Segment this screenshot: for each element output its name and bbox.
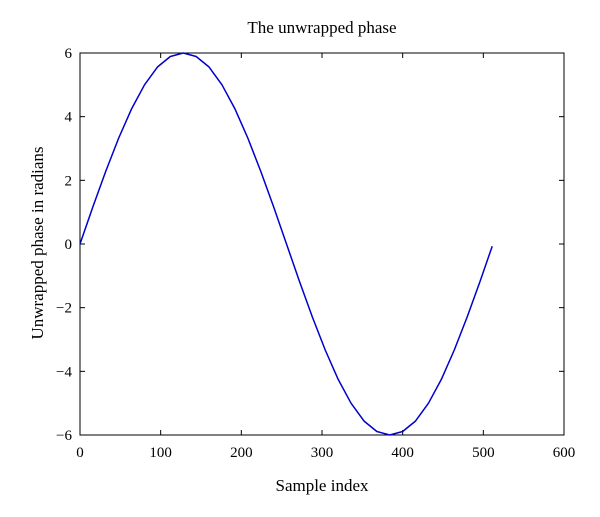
plot-frame xyxy=(79,52,565,436)
y-tick-label: 0 xyxy=(65,237,73,253)
chart-title: The unwrapped phase xyxy=(247,18,397,37)
y-tick-label: 4 xyxy=(65,110,73,126)
x-tick-label: 500 xyxy=(472,445,495,461)
x-tick-label: 400 xyxy=(391,445,414,461)
series-line xyxy=(79,52,493,436)
y-tick-label: −2 xyxy=(56,301,72,317)
x-tick-label: 300 xyxy=(311,445,334,461)
y-tick-label: −4 xyxy=(56,364,72,380)
x-tick-label: 600 xyxy=(553,445,576,461)
x-tick-label: 0 xyxy=(76,445,84,461)
x-tick-label: 200 xyxy=(230,445,253,461)
y-tick-label: −6 xyxy=(56,428,72,444)
y-tick-label: 2 xyxy=(65,173,73,189)
y-tick-label: 6 xyxy=(65,46,73,62)
x-axis-label: Sample index xyxy=(275,476,369,495)
x-tick-label: 100 xyxy=(149,445,172,461)
